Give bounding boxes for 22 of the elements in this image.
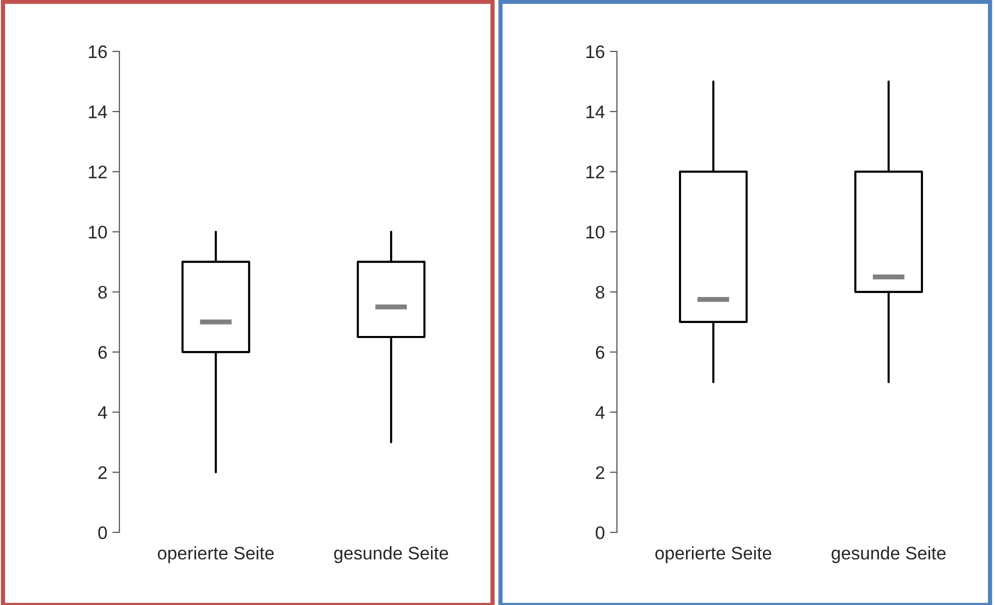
y-tick-label: 8	[98, 286, 107, 299]
y-tick-label: 2	[98, 466, 107, 479]
y-tick-label: 6	[98, 346, 107, 359]
y-tick-label: 14	[88, 106, 108, 118]
y-tick-label: 10	[88, 226, 107, 239]
y-tick-label: 4	[595, 406, 605, 419]
y-tick-label: 16	[586, 45, 604, 58]
y-tick-label: 12	[586, 166, 604, 178]
y-tick-label: 0	[98, 526, 107, 540]
y-tick-label: 12	[88, 166, 107, 178]
y-tick-label: 4	[98, 406, 108, 419]
x-tick-label: operierte Seite	[158, 546, 274, 564]
y-tick-label: 16	[88, 45, 107, 58]
y-tick-label: 10	[586, 226, 604, 239]
y-tick-label: 0	[596, 526, 604, 540]
x-tick-label: gesunde Seite	[832, 546, 946, 564]
x-tick-label: operierte Seite	[655, 546, 772, 564]
y-tick-label: 14	[586, 106, 605, 118]
y-tick-label: 6	[596, 346, 604, 359]
y-tick-label: 8	[596, 286, 604, 299]
x-tick-label: gesunde Seite	[334, 546, 448, 564]
y-tick-label: 2	[596, 466, 604, 479]
